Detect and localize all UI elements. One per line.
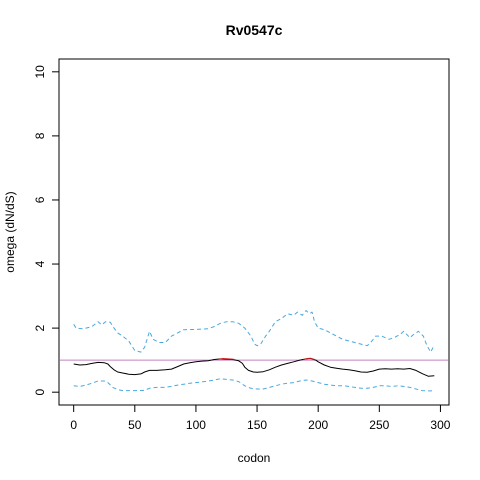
y-tick-label: 2 (33, 324, 47, 331)
plot-frame (58, 58, 450, 406)
y-tick-label: 8 (33, 132, 47, 139)
highlight-segment (303, 357, 315, 360)
y-axis-label: omega (dN/dS) (3, 191, 17, 272)
y-tick-label: 0 (33, 389, 47, 396)
series-upper-bound-line (73, 310, 435, 353)
y-tick-label: 4 (33, 260, 47, 267)
x-tick-label: 300 (430, 418, 450, 432)
plot-area (60, 310, 448, 392)
series-estimate-line (73, 358, 435, 377)
y-axis: 0 2 4 6 8 10 (33, 65, 60, 396)
x-tick-label: 200 (308, 418, 328, 432)
x-tick-label: 50 (128, 418, 142, 432)
chart-title: Rv0547c (226, 22, 283, 38)
highlight-segment (217, 357, 234, 360)
x-tick-label: 150 (247, 418, 267, 432)
y-tick-label: 10 (33, 65, 47, 79)
x-axis-label: codon (238, 451, 271, 465)
x-tick-label: 100 (186, 418, 206, 432)
series-lower-bound-line (73, 378, 435, 392)
x-axis: 0 50 100 150 200 250 300 (70, 404, 451, 432)
x-tick-label: 250 (369, 418, 389, 432)
x-tick-label: 0 (70, 418, 77, 432)
y-tick-label: 6 (33, 196, 47, 203)
